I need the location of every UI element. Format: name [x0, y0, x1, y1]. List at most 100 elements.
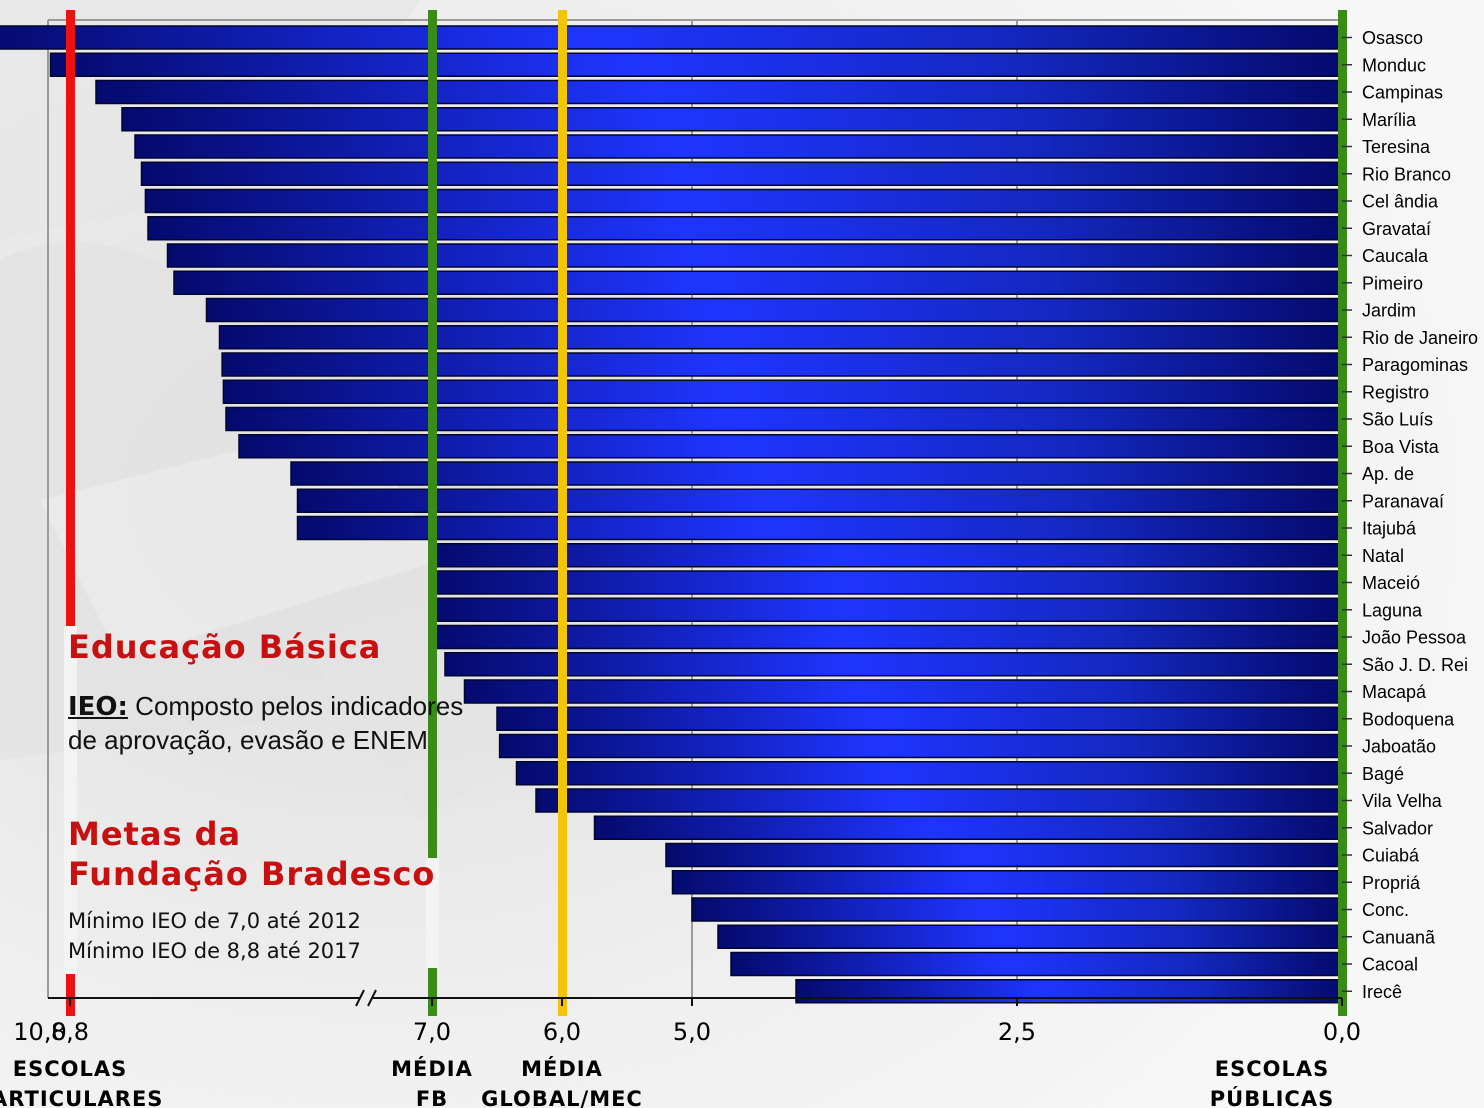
reference-line-gap	[426, 858, 439, 968]
bar	[238, 434, 1343, 459]
bar	[121, 107, 1343, 132]
category-label: Ap. de	[1362, 464, 1414, 484]
bar	[431, 597, 1343, 622]
bar	[296, 488, 1343, 513]
x-tick-label: 5,0	[673, 1018, 711, 1046]
reference-captions: ESCOLAS PARTICULARES MÉDIA FB MÉDIA GLOBAL/ME…	[0, 1056, 1334, 1108]
x-tick-labels: 10,08,8 7,0 6,0 5,0 2,5 0,0	[13, 1018, 1361, 1046]
bar	[134, 134, 1343, 159]
bar	[496, 706, 1343, 731]
axis-break-mark	[355, 989, 365, 1007]
reference-line	[428, 10, 437, 1016]
category-label: Paranavaí	[1362, 491, 1444, 511]
category-label: Cuiabá	[1362, 846, 1420, 866]
reference-line	[1338, 10, 1347, 1016]
bar	[218, 325, 1343, 350]
bar	[221, 352, 1343, 377]
category-label: Bagé	[1362, 764, 1404, 784]
x-tick-label: 2,5	[998, 1018, 1036, 1046]
goal-2017: Mínimo IEO de 8,8 até 2017	[68, 939, 361, 963]
bar	[222, 379, 1343, 404]
bar	[144, 188, 1343, 214]
category-label: Jaboatão	[1362, 737, 1436, 757]
education-title: Educação Básica	[68, 628, 382, 666]
goal-2012: Mínimo IEO de 7,0 até 2012	[68, 909, 361, 933]
bar	[0, 25, 1343, 50]
bar	[431, 543, 1343, 568]
reference-line	[558, 10, 567, 1016]
reference-caption: MÉDIA	[391, 1056, 473, 1081]
category-label: Cacoal	[1362, 955, 1418, 975]
bar	[296, 515, 1343, 541]
category-label: Rio Branco	[1362, 164, 1451, 184]
category-label: Conc.	[1362, 900, 1409, 920]
x-tick-label: 10,0	[13, 1018, 66, 1046]
reference-caption: MÉDIA	[521, 1056, 603, 1081]
category-label: Jardim	[1362, 301, 1416, 321]
category-label: Bodoquena	[1362, 709, 1455, 729]
category-label: Laguna	[1362, 600, 1423, 620]
reference-caption: GLOBAL/MEC	[481, 1087, 643, 1108]
bar	[691, 897, 1343, 922]
bar	[515, 761, 1343, 786]
category-label: Registro	[1362, 382, 1429, 402]
reference-lines	[64, 10, 1347, 1016]
category-label: Vila Velha	[1362, 791, 1443, 811]
bar	[147, 216, 1343, 241]
reference-line	[66, 10, 75, 1016]
x-axis	[48, 989, 1343, 1007]
reference-caption: ESCOLAS	[13, 1057, 128, 1081]
goal-lines: Mínimo IEO de 7,0 até 2012 Mínimo IEO de…	[68, 906, 361, 966]
reference-caption: FB	[416, 1087, 448, 1108]
x-tick-label: 8,8	[51, 1018, 89, 1046]
bar	[166, 243, 1343, 268]
bar	[730, 951, 1343, 977]
goals-title: Metas da Fundação Bradesco	[68, 814, 468, 894]
category-label: Paragominas	[1362, 355, 1468, 375]
category-label: Maceió	[1362, 573, 1420, 593]
category-label: Macapá	[1362, 682, 1427, 702]
bar	[717, 924, 1343, 949]
bar	[498, 733, 1343, 759]
bar	[205, 297, 1343, 323]
bar	[444, 652, 1343, 677]
bar	[49, 52, 1343, 77]
category-labels: Osasco Monduc Campinas Marília Teresina Rio B…	[1342, 28, 1478, 1002]
bar	[173, 270, 1343, 295]
goals-title-line2: Fundação Bradesco	[68, 855, 436, 893]
ieo-description: IEO: Composto pelos indicadores de aprov…	[68, 690, 468, 757]
category-label: Caucala	[1362, 246, 1429, 266]
reference-caption: PÚBLICAS	[1210, 1086, 1334, 1108]
bar	[671, 870, 1343, 895]
category-label: Itajubá	[1362, 519, 1417, 539]
goals-title-line1: Metas da	[68, 815, 242, 853]
bar	[463, 679, 1343, 704]
category-label: São Luís	[1362, 410, 1433, 430]
ieo-text: Composto pelos indicadores de aprovação,…	[68, 691, 464, 755]
ieo-key: IEO:	[68, 692, 128, 722]
bar	[431, 624, 1343, 650]
x-tick-label: 6,0	[543, 1018, 581, 1046]
bar	[140, 161, 1343, 186]
bar	[535, 788, 1343, 813]
category-label: Osasco	[1362, 28, 1423, 48]
bar	[225, 406, 1343, 432]
bar	[665, 842, 1343, 868]
bar	[95, 79, 1343, 105]
bar	[795, 979, 1343, 1004]
category-label: Rio de Janeiro	[1362, 328, 1478, 348]
x-tick-label: 0,0	[1323, 1018, 1361, 1046]
category-label: Salvador	[1362, 818, 1433, 838]
category-label: Boa Vista	[1362, 437, 1440, 457]
bar	[593, 815, 1343, 840]
category-label: Campinas	[1362, 83, 1443, 103]
category-label: Marília	[1362, 110, 1417, 130]
category-label: Monduc	[1362, 55, 1426, 75]
bar	[290, 461, 1343, 486]
reference-caption: ESCOLAS	[1215, 1057, 1330, 1081]
category-label: Pimeiro	[1362, 273, 1423, 293]
x-tick-label: 7,0	[413, 1018, 451, 1046]
category-label: Teresina	[1362, 137, 1431, 157]
category-label: Natal	[1362, 546, 1404, 566]
